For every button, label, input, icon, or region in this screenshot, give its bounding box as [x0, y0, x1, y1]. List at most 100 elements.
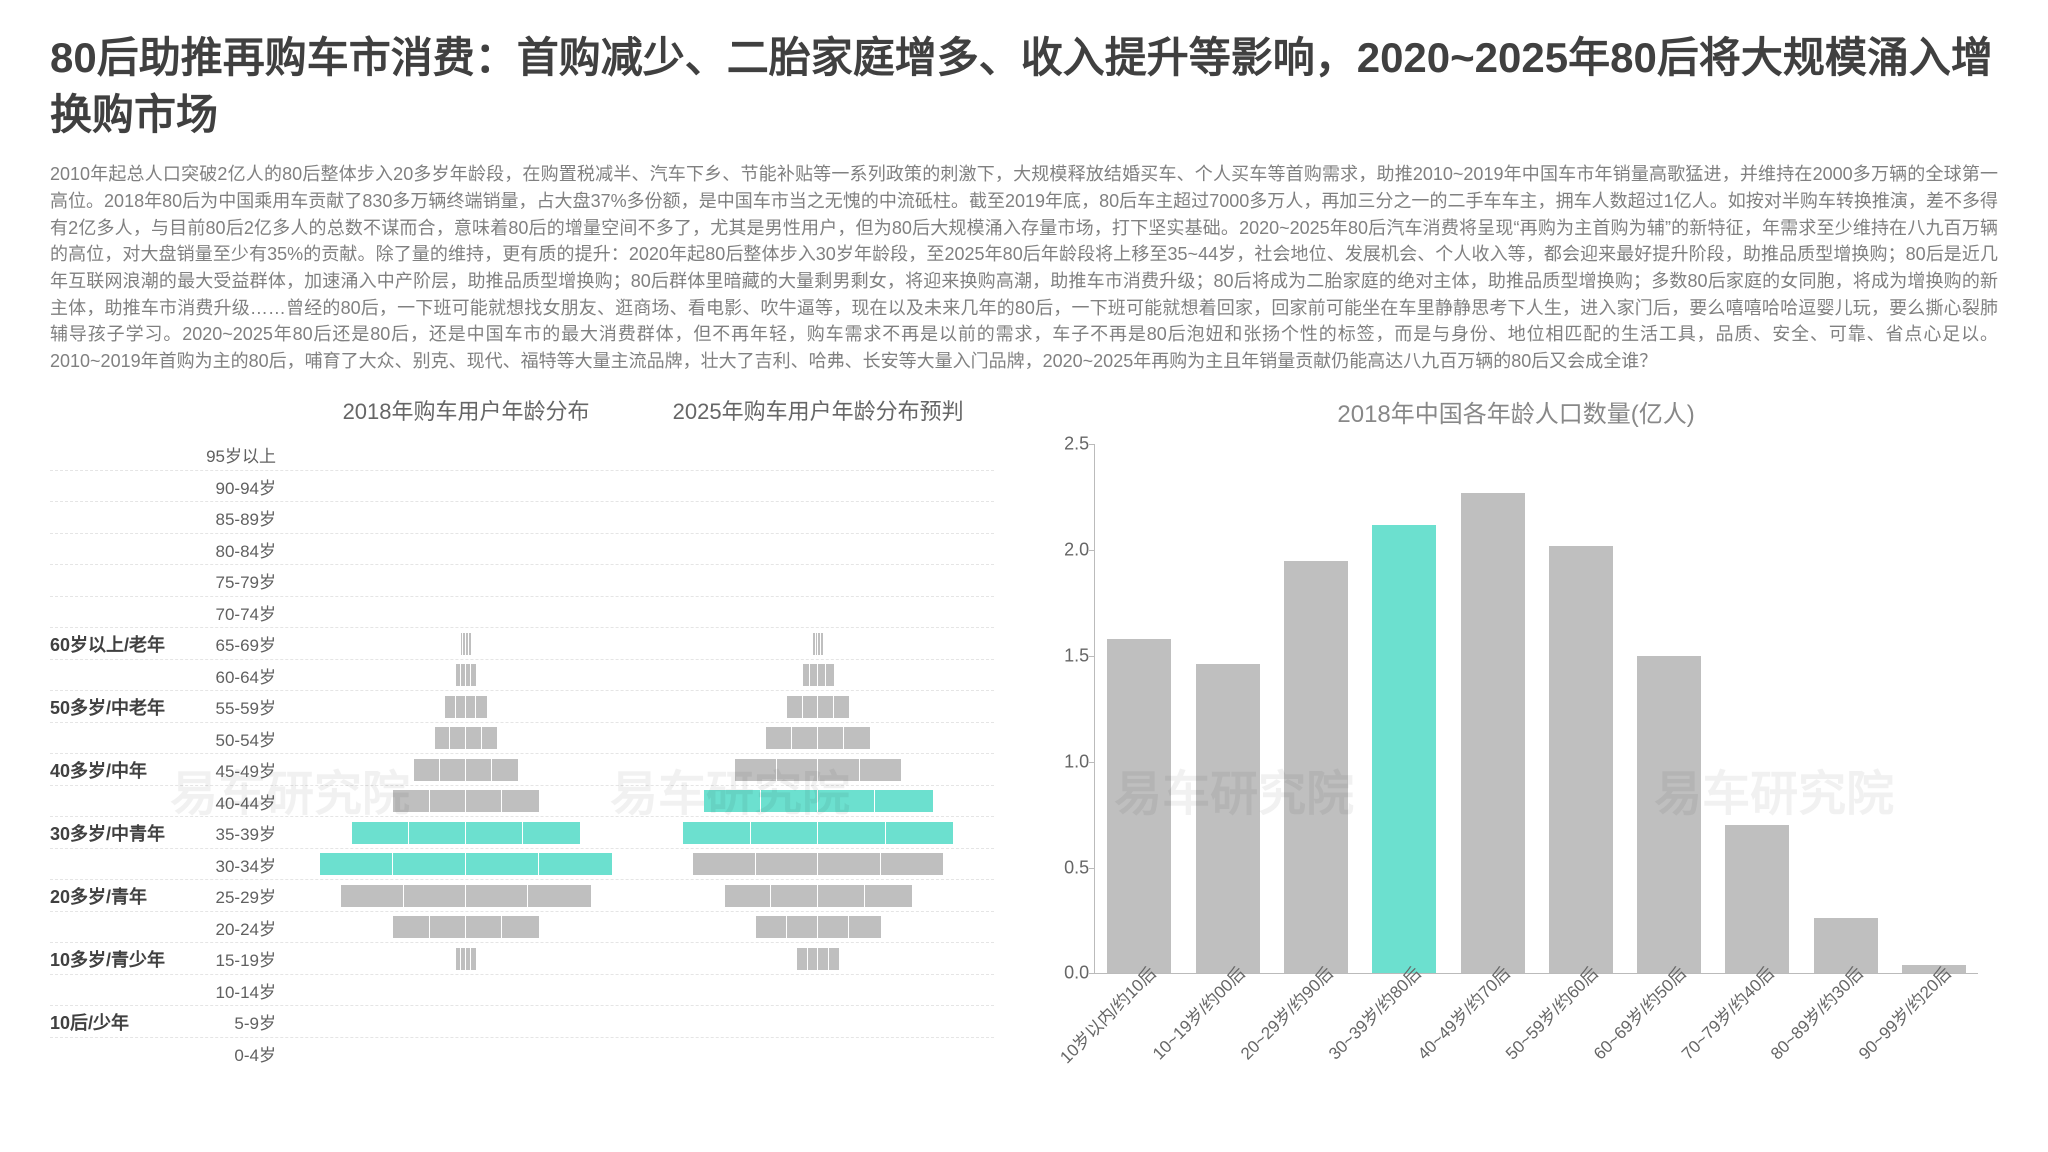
- x-tick-label: 40~49岁/约70后: [1410, 960, 1514, 1064]
- y-tick-label: 1.5: [1045, 645, 1089, 666]
- charts-container: 2018年购车用户年龄分布 2025年购车用户年龄分布预判 95岁以上90-94…: [50, 394, 1998, 1114]
- pyramid-panel: 2018年购车用户年龄分布 2025年购车用户年龄分布预判 95岁以上90-94…: [50, 394, 994, 1114]
- pyramid-2018-col: [290, 979, 642, 1001]
- pyramid-row: 30多岁/中青年35-39岁: [50, 817, 994, 849]
- pyramid-2018-col: [290, 633, 642, 655]
- age-band-label: 45-49岁: [200, 757, 290, 782]
- pyramid-row: 0-4岁: [50, 1038, 994, 1070]
- age-group-label: 40多岁/中年: [50, 757, 200, 783]
- pyramid-2025-col: [642, 853, 994, 875]
- population-bar: [1372, 525, 1436, 974]
- pyramid-row: 10多岁/青少年15-19岁: [50, 943, 994, 975]
- age-band-label: 40-44岁: [200, 789, 290, 814]
- age-group-label: 20多岁/青年: [50, 883, 200, 909]
- pyramid-2025-col: [642, 727, 994, 749]
- age-band-label: 70-74岁: [200, 600, 290, 625]
- pyramid-2018-col: [290, 475, 642, 497]
- age-band-label: 65-69岁: [200, 631, 290, 656]
- y-tick-label: 2.5: [1045, 434, 1089, 455]
- pyramid-2018-col: [290, 538, 642, 560]
- age-band-label: 35-39岁: [200, 820, 290, 845]
- population-bar: [1725, 825, 1789, 973]
- pyramid-2025-col: [642, 507, 994, 529]
- age-band-label: 85-89岁: [200, 505, 290, 530]
- age-band-label: 80-84岁: [200, 537, 290, 562]
- age-band-label: 60-64岁: [200, 663, 290, 688]
- pyramid-2018-col: [290, 916, 642, 938]
- pyramid-title-2018: 2018年购车用户年龄分布: [290, 394, 642, 426]
- pyramid-2018-col: [290, 1043, 642, 1065]
- pyramid-row: 40多岁/中年45-49岁: [50, 754, 994, 786]
- pyramid-row: 90-94岁: [50, 471, 994, 503]
- age-group-label: 10后/少年: [50, 1009, 200, 1035]
- pyramid-2025-col: [642, 570, 994, 592]
- pyramid-row: 60-64岁: [50, 660, 994, 692]
- age-group-label: 60岁以上/老年: [50, 631, 200, 657]
- age-band-label: 55-59岁: [200, 694, 290, 719]
- pyramid-row: 80-84岁: [50, 534, 994, 566]
- pyramid-2025-col: [642, 885, 994, 907]
- pyramid-2018-col: [290, 759, 642, 781]
- pyramid-2018-col: [290, 507, 642, 529]
- pyramid-2018-col: [290, 570, 642, 592]
- pyramid-2025-col: [642, 790, 994, 812]
- age-band-label: 90-94岁: [200, 474, 290, 499]
- pyramid-2025-col: [642, 1011, 994, 1033]
- y-tick-label: 0.0: [1045, 963, 1089, 984]
- age-group-label: 30多岁/中青年: [50, 820, 200, 846]
- population-bar: [1284, 561, 1348, 974]
- pyramid-2025-col: [642, 538, 994, 560]
- pyramid-2025-col: [642, 664, 994, 686]
- pyramid-row: 30-34岁: [50, 849, 994, 881]
- population-bar: [1196, 664, 1260, 973]
- age-band-label: 15-19岁: [200, 946, 290, 971]
- pyramid-2025-col: [642, 948, 994, 970]
- pyramid-2018-col: [290, 444, 642, 466]
- pyramid-row: 85-89岁: [50, 502, 994, 534]
- pyramid-2018-col: [290, 885, 642, 907]
- y-tick-label: 2.0: [1045, 540, 1089, 561]
- age-band-label: 0-4岁: [200, 1041, 290, 1066]
- pyramid-2018-col: [290, 790, 642, 812]
- pyramid-row: 10后/少年5-9岁: [50, 1006, 994, 1038]
- pyramid-2025-col: [642, 633, 994, 655]
- pyramid-2025-col: [642, 444, 994, 466]
- pyramid-2025-col: [642, 759, 994, 781]
- pyramid-2018-col: [290, 601, 642, 623]
- pyramid-row: 40-44岁: [50, 786, 994, 818]
- x-tick-label: 80~89岁/约30后: [1763, 960, 1867, 1064]
- pyramid-2018-col: [290, 822, 642, 844]
- age-band-label: 20-24岁: [200, 915, 290, 940]
- population-bar: [1461, 493, 1525, 973]
- age-band-label: 5-9岁: [200, 1009, 290, 1034]
- pyramid-2025-col: [642, 979, 994, 1001]
- barchart-plot: 0.00.51.01.52.02.510岁以内/约10后10~19岁/约00后2…: [1094, 444, 1978, 974]
- age-band-label: 25-29岁: [200, 883, 290, 908]
- pyramid-row: 75-79岁: [50, 565, 994, 597]
- pyramid-row: 20多岁/青年25-29岁: [50, 880, 994, 912]
- pyramid-row: 60岁以上/老年65-69岁: [50, 628, 994, 660]
- age-band-label: 30-34岁: [200, 852, 290, 877]
- pyramid-2018-col: [290, 727, 642, 749]
- pyramid-2025-col: [642, 601, 994, 623]
- x-tick-label: 60~69岁/约50后: [1587, 960, 1691, 1064]
- pyramid-2018-col: [290, 1011, 642, 1033]
- age-group-label: 50多岁/中老年: [50, 694, 200, 720]
- x-tick-label: 30~39岁/约80后: [1322, 960, 1426, 1064]
- pyramid-2025-col: [642, 696, 994, 718]
- population-bar: [1107, 639, 1171, 973]
- barchart-title: 2018年中国各年龄人口数量(亿人): [1034, 394, 1998, 429]
- age-band-label: 10-14岁: [200, 978, 290, 1003]
- pyramid-2025-col: [642, 1043, 994, 1065]
- pyramid-row: 50多岁/中老年55-59岁: [50, 691, 994, 723]
- age-band-label: 75-79岁: [200, 568, 290, 593]
- pyramid-2018-col: [290, 696, 642, 718]
- barchart-panel: 2018年中国各年龄人口数量(亿人) 0.00.51.01.52.02.510岁…: [1034, 394, 1998, 1114]
- pyramid-row: 50-54岁: [50, 723, 994, 755]
- pyramid-title-2025: 2025年购车用户年龄分布预判: [642, 394, 994, 426]
- x-tick-label: 70~79岁/约40后: [1675, 960, 1779, 1064]
- y-tick-label: 0.5: [1045, 857, 1089, 878]
- population-bar: [1637, 656, 1701, 973]
- pyramid-row: 10-14岁: [50, 975, 994, 1007]
- x-tick-label: 90~99岁/约20后: [1851, 960, 1955, 1064]
